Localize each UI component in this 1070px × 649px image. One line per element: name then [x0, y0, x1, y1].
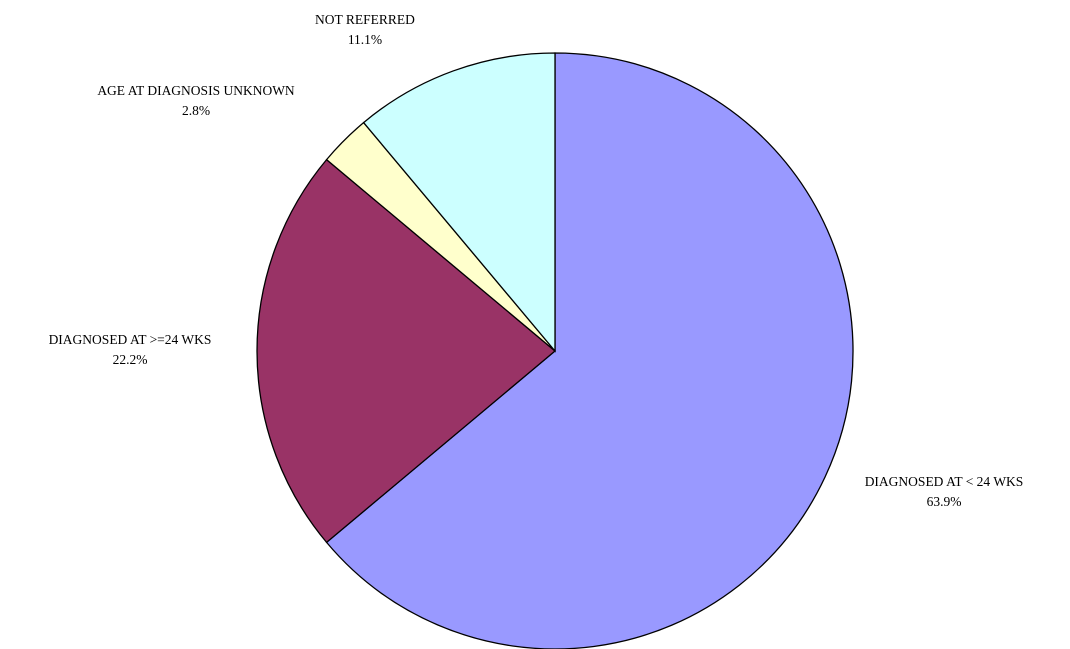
- slice-label-age-unknown: AGE AT DIAGNOSIS UNKNOWN: [97, 83, 295, 98]
- slice-label-not-referred: NOT REFERRED: [315, 12, 415, 27]
- slice-value-diagnosed-gte-24: 22.2%: [113, 352, 148, 367]
- slice-label-diagnosed-lt-24: DIAGNOSED AT < 24 WKS: [865, 474, 1024, 489]
- slice-value-not-referred: 11.1%: [348, 32, 382, 47]
- pie-slice-diagnosed-at-24-wks: [325, 52, 854, 649]
- pie-slice-diagnosed-at-24-wks: [256, 158, 557, 544]
- slice-value-age-unknown: 2.8%: [182, 103, 210, 118]
- slice-value-diagnosed-lt-24: 63.9%: [927, 494, 962, 509]
- slice-label-diagnosed-gte-24: DIAGNOSED AT >=24 WKS: [49, 332, 212, 347]
- pie-slice-not-referred: [362, 52, 556, 353]
